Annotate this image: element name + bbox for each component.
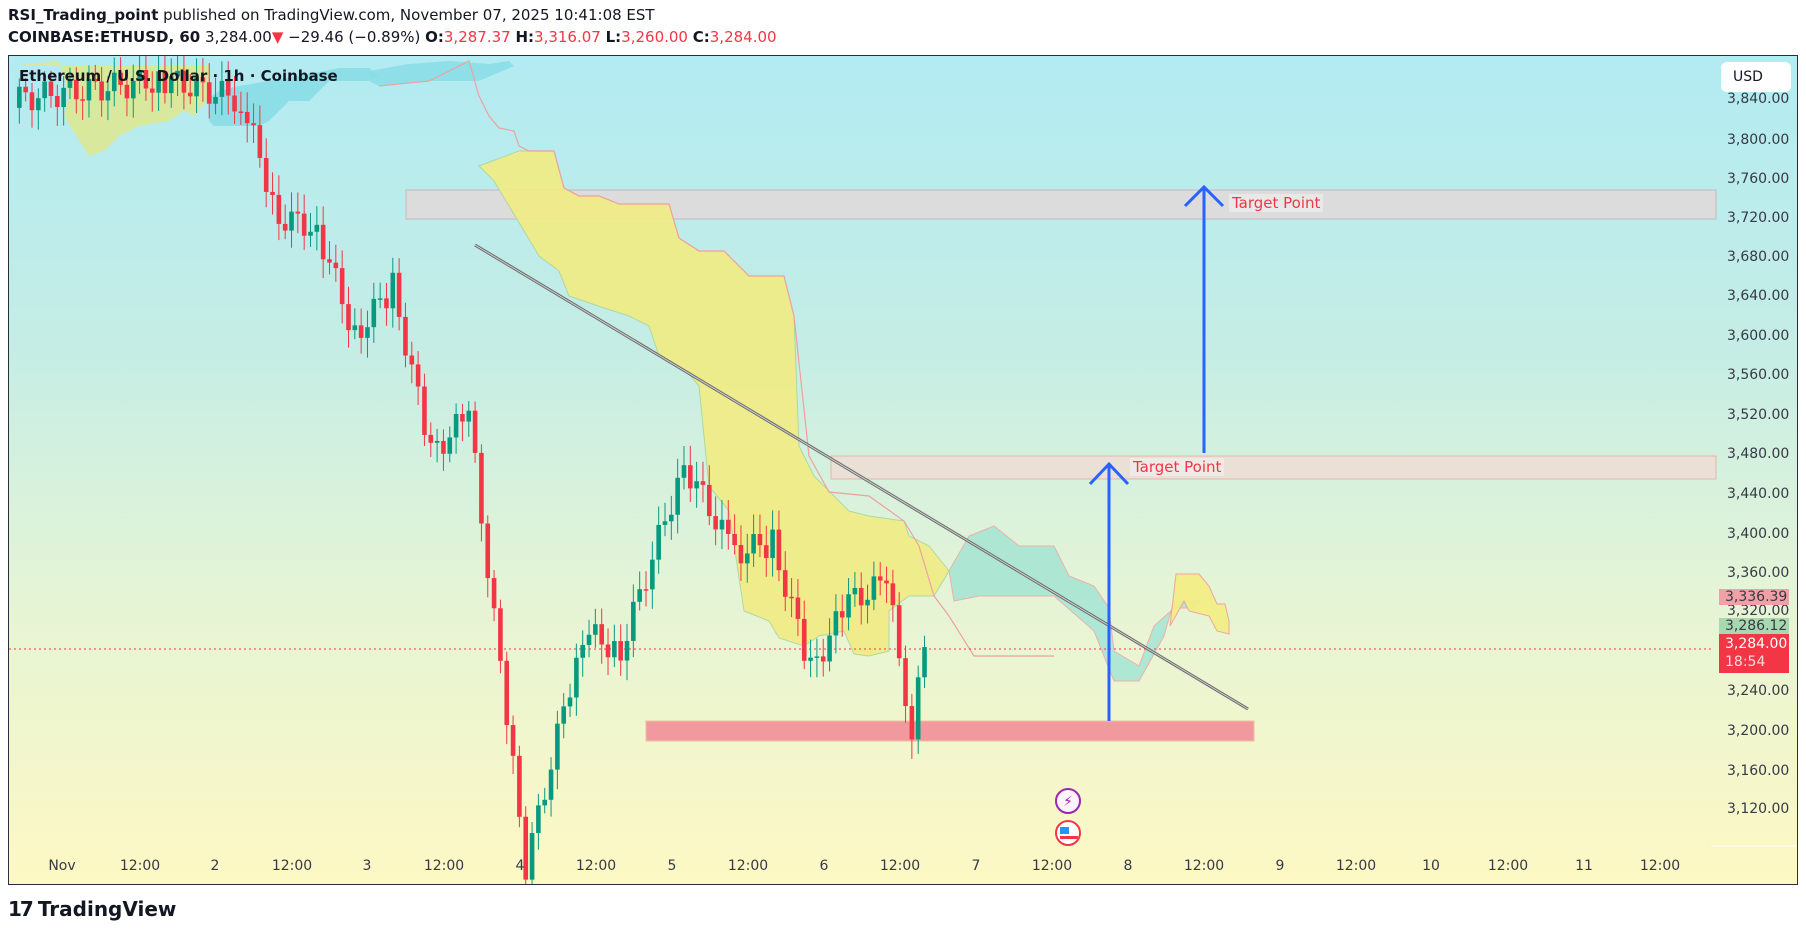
support-zone[interactable] [645, 720, 1255, 742]
ichimoku-cloud-top-mid [209, 68, 379, 126]
author-name[interactable]: RSI_Trading_point [8, 6, 159, 24]
current-price-value: 3,284.00 [1725, 636, 1788, 652]
published-text: published on TradingView.com, November 0… [163, 6, 655, 24]
symbol: COINBASE:ETHUSD, 60 [8, 28, 201, 46]
candlesticks[interactable] [17, 56, 927, 884]
y-tick: 3,680.00 [1727, 249, 1790, 265]
chart-pane[interactable]: Ethereum / U.S. Dollar · 1h · Coinbase U… [8, 55, 1798, 885]
x-tick: 4 [515, 858, 525, 874]
y-tick: 3,760.00 [1727, 171, 1790, 187]
open-value: 3,287.37 [443, 28, 511, 46]
current-price-label: 3,284.00 18:54 [1719, 634, 1789, 673]
x-tick: 7 [971, 858, 981, 874]
y-tick: 3,160.00 [1727, 763, 1790, 779]
x-tick: 3 [362, 858, 372, 874]
target-point-label-upper: Target Point [1229, 194, 1324, 212]
cloud-upper-price-label: 3,336.39 [1719, 589, 1789, 605]
x-tick: 8 [1123, 858, 1133, 874]
x-tick: 10 [1422, 858, 1440, 874]
target-arrow-2[interactable] [1183, 184, 1225, 453]
x-tick: 12:00 [1487, 858, 1529, 874]
y-tick: 3,800.00 [1727, 132, 1790, 148]
x-tick: 12:00 [1031, 858, 1073, 874]
down-arrow-icon: ▼ [271, 28, 284, 46]
y-tick: 3,560.00 [1727, 367, 1790, 383]
ichimoku-cloud-top-right [369, 61, 514, 86]
low-label: L: [605, 28, 622, 46]
brand-name: TradingView [37, 897, 177, 921]
x-tick: 12:00 [423, 858, 465, 874]
x-tick: 2 [210, 858, 220, 874]
close-label: C: [692, 28, 710, 46]
x-tick: 9 [1275, 858, 1285, 874]
y-tick: 3,520.00 [1727, 407, 1790, 423]
senkou-span-b [378, 60, 1054, 657]
x-tick: 11 [1575, 858, 1593, 874]
x-tick: 5 [667, 858, 677, 874]
high-label: H: [515, 28, 535, 46]
us-flag-event-icon[interactable] [1055, 820, 1081, 846]
bar-countdown: 18:54 [1725, 654, 1766, 670]
last-price: 3,284.00 [205, 28, 272, 46]
price-plot[interactable] [9, 56, 1797, 884]
x-tick: 6 [819, 858, 829, 874]
x-tick: Nov [48, 858, 76, 874]
ichimoku-cloud-future [1169, 573, 1230, 635]
x-tick: 12:00 [879, 858, 921, 874]
target-arrow-1[interactable] [1088, 461, 1130, 721]
y-tick: 3,600.00 [1727, 328, 1790, 344]
y-tick: 3,240.00 [1727, 683, 1790, 699]
x-tick: 12:00 [271, 858, 313, 874]
x-tick: 12:00 [1183, 858, 1225, 874]
high-value: 3,316.07 [534, 28, 601, 46]
x-tick: 12:00 [575, 858, 617, 874]
publish-info: RSI_Trading_point published on TradingVi… [8, 6, 655, 24]
y-tick: 3,720.00 [1727, 210, 1790, 226]
cloud-lower-price-label: 3,286.12 [1719, 618, 1789, 634]
lightning-event-icon[interactable]: ⚡ [1055, 788, 1081, 814]
y-tick: 3,360.00 [1727, 565, 1790, 581]
x-tick: 12:00 [1335, 858, 1377, 874]
open-label: O: [425, 28, 444, 46]
y-tick: 3,440.00 [1727, 486, 1790, 502]
tradingview-logo-icon: 17 [8, 897, 34, 921]
y-tick: 3,200.00 [1727, 723, 1790, 739]
y-tick: 3,400.00 [1727, 526, 1790, 542]
target-point-label-lower: Target Point [1130, 458, 1225, 476]
x-tick: 12:00 [727, 858, 769, 874]
low-value: 3,260.00 [621, 28, 688, 46]
y-tick: 3,840.00 [1727, 91, 1790, 107]
y-tick: 3,320.00 [1727, 603, 1790, 619]
x-tick: 12:00 [1639, 858, 1681, 874]
y-tick: 3,120.00 [1727, 801, 1790, 817]
trendline-highlight [474, 244, 1249, 710]
y-tick: 3,640.00 [1727, 288, 1790, 304]
lower-target-zone[interactable] [830, 455, 1717, 480]
close-value: 3,284.00 [709, 28, 777, 46]
tradingview-brand[interactable]: 17 TradingView [8, 897, 176, 921]
chart-legend: Ethereum / U.S. Dollar · 1h · Coinbase [19, 67, 338, 85]
price-change: −29.46 (−0.89%) [288, 28, 421, 46]
y-tick: 3,480.00 [1727, 446, 1790, 462]
symbol-info: COINBASE:ETHUSD, 60 3,284.00▼ −29.46 (−0… [8, 28, 777, 46]
x-tick: 12:00 [119, 858, 161, 874]
currency-button[interactable]: USD [1721, 62, 1791, 92]
